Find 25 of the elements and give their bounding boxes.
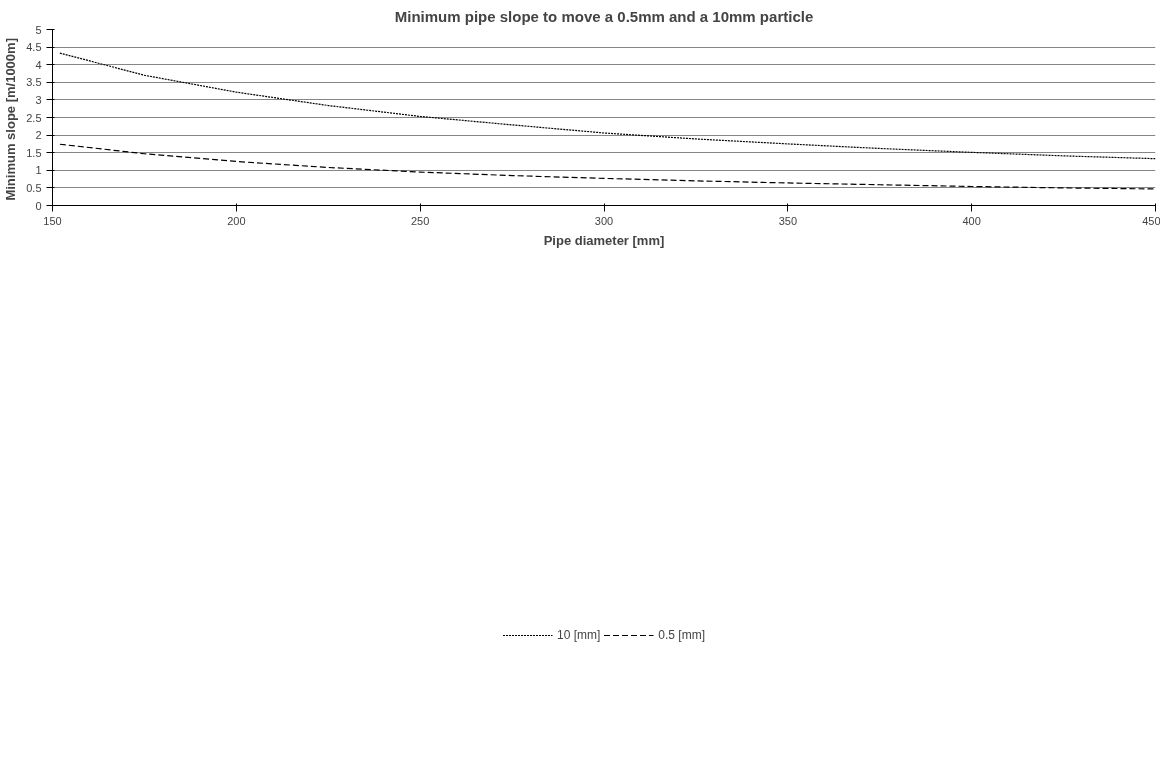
- y-tick-label: 4.5: [26, 41, 42, 54]
- x-tick-label: 200: [227, 214, 246, 227]
- y-tick-label: 3: [35, 93, 42, 106]
- y-tick-label: 5: [35, 23, 42, 36]
- legend-label: 0.5 [mm]: [658, 628, 706, 642]
- x-axis-title: Pipe diameter [mm]: [543, 232, 665, 248]
- x-tick-label: 450: [1142, 214, 1161, 227]
- chart-title: Minimum pipe slope to move a 0.5mm and a 10mm particle: [394, 7, 814, 25]
- x-tick-label: 300: [594, 214, 614, 227]
- y-tick-label: 1: [35, 164, 42, 177]
- legend-label: 10 [mm]: [556, 628, 601, 642]
- y-tick-label: 1.5: [26, 146, 42, 159]
- y-axis-title: Minimum slope [m/1000m]: [3, 38, 19, 201]
- y-tick-label: 2.5: [26, 111, 42, 124]
- y-tick-label: 0: [35, 199, 42, 212]
- line-series: [59, 143, 1156, 190]
- line-series: [59, 52, 1156, 160]
- y-tick-label: 4: [35, 58, 42, 71]
- y-tick-label: 2: [35, 129, 42, 142]
- y-tick-label: 0.5: [26, 181, 42, 194]
- y-tick-label: 3.5: [26, 76, 42, 89]
- x-tick-label: 150: [43, 214, 62, 227]
- x-tick-label: 400: [962, 214, 981, 227]
- x-tick-label: 350: [778, 214, 798, 227]
- x-tick-label: 250: [410, 214, 430, 227]
